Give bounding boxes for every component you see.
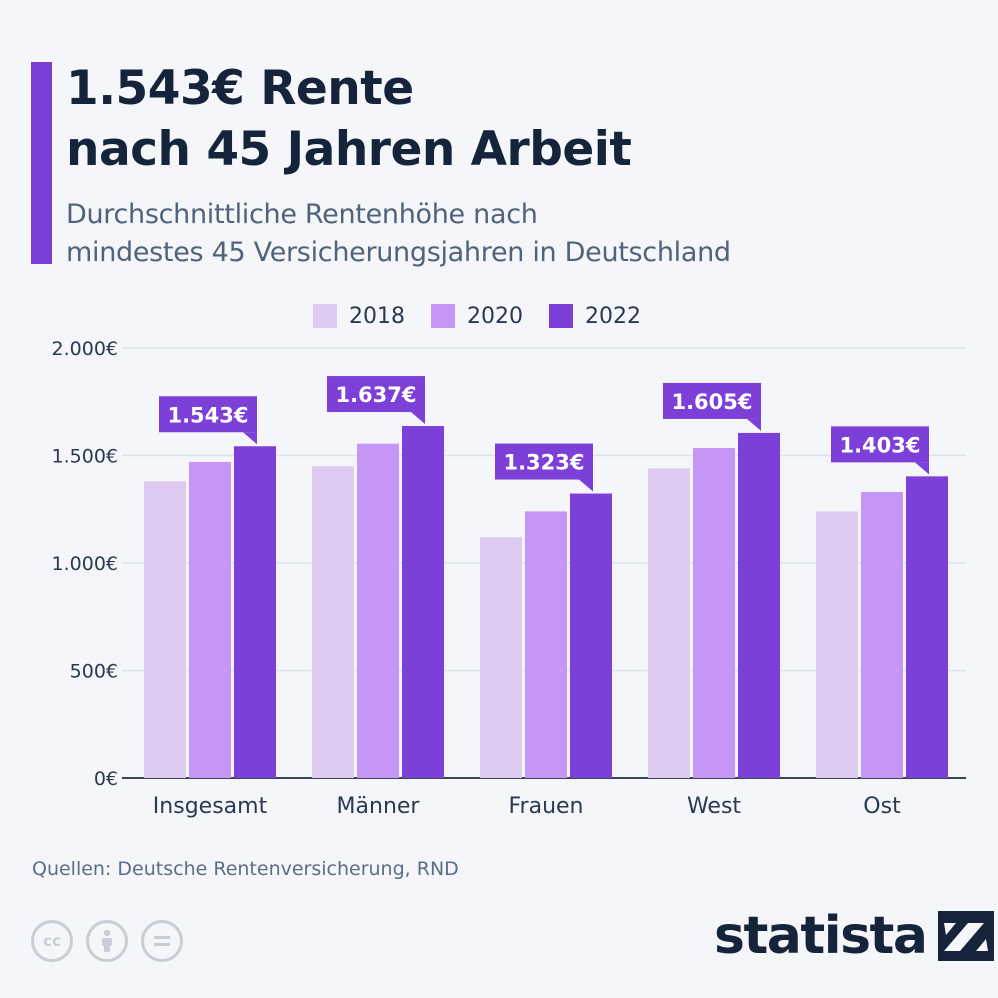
legend-label-2022: 2022	[585, 303, 641, 329]
y-tick-label: 1.000€	[52, 553, 118, 575]
bar-2020	[525, 511, 567, 778]
by-icon[interactable]	[86, 920, 128, 962]
legend-swatch-2018	[313, 304, 337, 328]
y-tick-label: 1.500€	[52, 446, 118, 468]
title-line-1: 1.543€ Rente	[66, 61, 414, 116]
data-label: 1.323€	[503, 451, 584, 475]
data-label-box	[831, 426, 929, 463]
data-label-box	[159, 396, 257, 433]
data-label: 1.543€	[167, 403, 248, 427]
bar-2020	[189, 461, 231, 778]
cc-icon[interactable]: cc	[31, 920, 73, 962]
data-label: 1.637€	[335, 383, 416, 407]
bar-2018	[480, 537, 522, 778]
bar-2022	[570, 493, 612, 778]
data-label-pointer	[915, 462, 929, 475]
statista-logo[interactable]: statista	[714, 906, 995, 966]
data-label-pointer	[579, 479, 593, 492]
title-line-2: nach 45 Jahren Arbeit	[66, 122, 632, 177]
chart-legend: 2018 2020 2022	[313, 300, 641, 332]
bar-2022	[738, 432, 780, 778]
bar-2020	[357, 443, 399, 778]
legend-swatch-2020	[431, 304, 455, 328]
y-tick-label: 0€	[94, 768, 118, 790]
bar-2018	[648, 468, 690, 778]
license-icons: cc	[31, 920, 183, 962]
legend-item-2018: 2018	[313, 304, 405, 329]
equals-icon	[154, 936, 170, 946]
legend-label-2020: 2020	[467, 303, 523, 329]
source-note: Quellen: Deutsche Rentenversicherung, RN…	[32, 858, 459, 880]
y-tick-label: 2.000€	[52, 338, 118, 360]
data-label: 1.605€	[671, 390, 752, 414]
x-tick-label: Ost	[863, 794, 901, 819]
x-tick-label: Frauen	[508, 794, 583, 819]
data-label-box	[495, 443, 593, 480]
data-label-box	[663, 382, 761, 419]
bar-2022	[906, 476, 948, 778]
bar-2020	[693, 447, 735, 778]
bar-2022	[402, 426, 444, 778]
legend-swatch-2022	[549, 304, 573, 328]
page-subtitle: Durchschnittliche Rentenhöhe nach mindes…	[66, 196, 731, 272]
x-tick-label: Insgesamt	[153, 794, 268, 819]
data-label-pointer	[411, 412, 425, 425]
legend-label-2018: 2018	[349, 303, 405, 329]
subtitle-line-2: mindestes 45 Versicherungsjahren in Deut…	[66, 237, 731, 268]
y-tick-label: 500€	[70, 661, 118, 683]
title-accent-bar	[31, 62, 52, 264]
nd-icon[interactable]	[141, 920, 183, 962]
statista-logo-icon	[938, 911, 995, 961]
data-label-pointer	[243, 432, 257, 445]
data-label-pointer	[747, 418, 761, 431]
data-label-box	[327, 376, 425, 413]
bar-2018	[312, 466, 354, 778]
page-title: 1.543€ Rente nach 45 Jahren Arbeit	[66, 58, 632, 180]
x-tick-label: West	[687, 794, 741, 819]
bar-2020	[861, 492, 903, 778]
bar-2018	[144, 481, 186, 778]
person-icon	[102, 929, 112, 952]
bar-2022	[234, 446, 276, 778]
brand-wordmark: statista	[714, 906, 928, 966]
x-tick-label: Männer	[337, 794, 421, 819]
bar-2018	[816, 511, 858, 778]
data-label: 1.403€	[839, 433, 920, 457]
legend-item-2020: 2020	[431, 304, 523, 329]
subtitle-line-1: Durchschnittliche Rentenhöhe nach	[66, 199, 538, 230]
legend-item-2022: 2022	[549, 304, 641, 329]
